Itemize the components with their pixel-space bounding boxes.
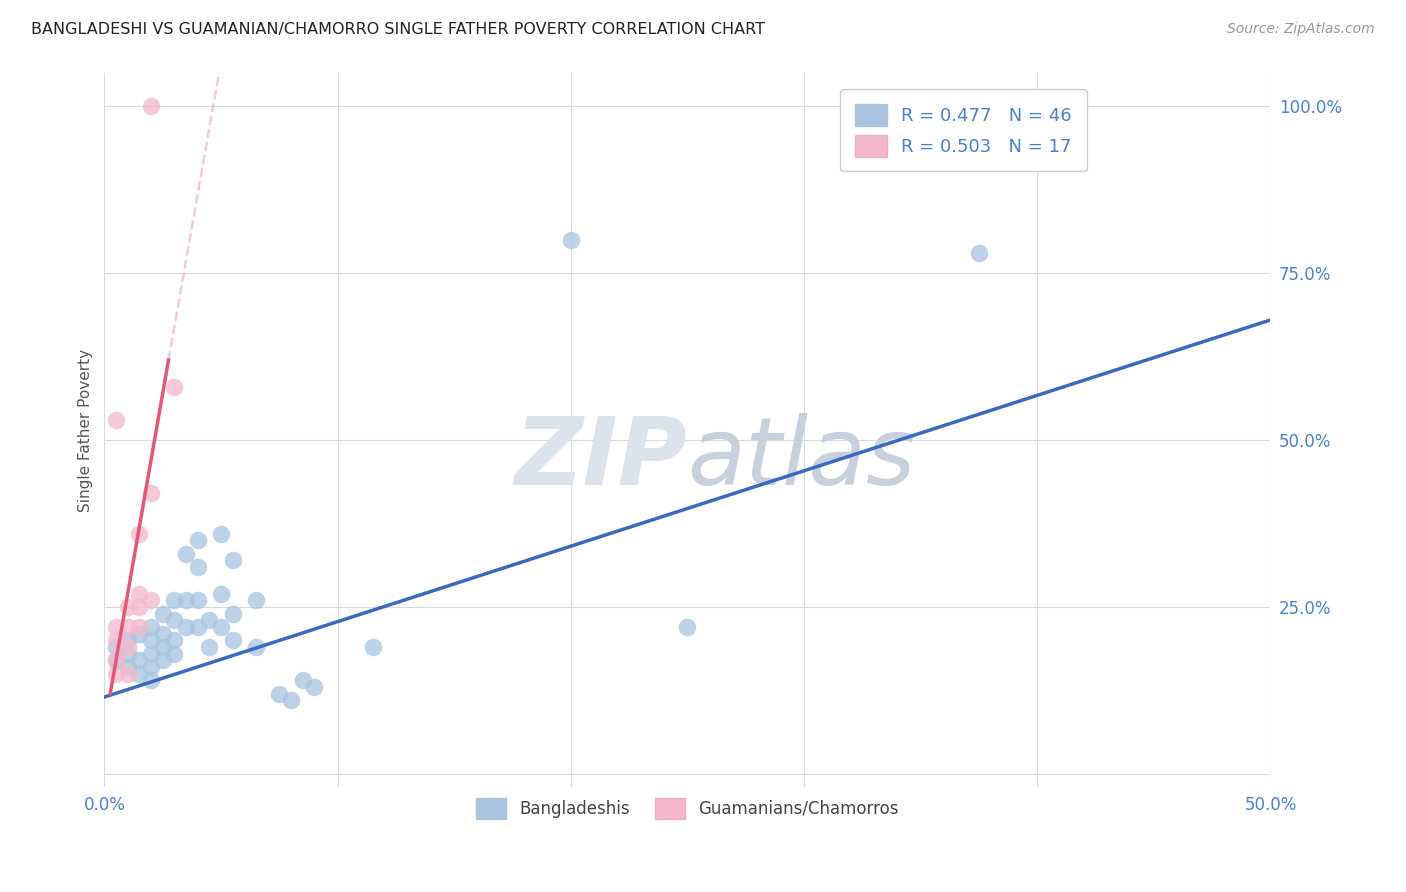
Point xyxy=(187,620,209,634)
Point xyxy=(139,660,162,674)
Point xyxy=(174,547,197,561)
Point xyxy=(245,640,267,654)
Text: ZIP: ZIP xyxy=(515,413,688,505)
Point xyxy=(187,533,209,548)
Point xyxy=(163,593,186,607)
Point xyxy=(117,599,139,614)
Point xyxy=(139,633,162,648)
Y-axis label: Single Father Poverty: Single Father Poverty xyxy=(79,349,93,512)
Point xyxy=(198,613,221,627)
Point xyxy=(128,526,150,541)
Point xyxy=(117,640,139,654)
Text: BANGLADESHI VS GUAMANIAN/CHAMORRO SINGLE FATHER POVERTY CORRELATION CHART: BANGLADESHI VS GUAMANIAN/CHAMORRO SINGLE… xyxy=(31,22,765,37)
Point xyxy=(152,640,174,654)
Point xyxy=(105,666,128,681)
Point xyxy=(128,599,150,614)
Point xyxy=(676,620,699,634)
Point xyxy=(174,620,197,634)
Point xyxy=(105,653,128,667)
Point xyxy=(304,680,326,694)
Point xyxy=(163,633,186,648)
Point xyxy=(117,660,139,674)
Point xyxy=(269,687,291,701)
Point xyxy=(139,620,162,634)
Point xyxy=(105,413,128,427)
Point xyxy=(128,626,150,640)
Point xyxy=(221,553,243,567)
Point xyxy=(152,653,174,667)
Point xyxy=(221,607,243,621)
Point xyxy=(139,647,162,661)
Legend: Bangladeshis, Guamanians/Chamorros: Bangladeshis, Guamanians/Chamorros xyxy=(470,791,905,825)
Point xyxy=(139,99,162,113)
Point xyxy=(560,233,582,247)
Point xyxy=(139,486,162,500)
Point xyxy=(163,647,186,661)
Point xyxy=(152,626,174,640)
Point xyxy=(128,586,150,600)
Point xyxy=(117,633,139,648)
Point xyxy=(105,653,128,667)
Point xyxy=(128,620,150,634)
Point xyxy=(187,560,209,574)
Point xyxy=(280,693,302,707)
Point xyxy=(174,593,197,607)
Point xyxy=(139,673,162,688)
Point xyxy=(209,620,232,634)
Point xyxy=(187,593,209,607)
Point xyxy=(291,673,314,688)
Point xyxy=(105,640,128,654)
Point xyxy=(128,653,150,667)
Point xyxy=(209,586,232,600)
Point xyxy=(128,666,150,681)
Point xyxy=(105,633,128,648)
Point xyxy=(209,526,232,541)
Point xyxy=(245,593,267,607)
Point xyxy=(117,620,139,634)
Text: Source: ZipAtlas.com: Source: ZipAtlas.com xyxy=(1227,22,1375,37)
Point xyxy=(117,666,139,681)
Point xyxy=(198,640,221,654)
Text: atlas: atlas xyxy=(688,413,915,504)
Point xyxy=(152,607,174,621)
Point xyxy=(221,633,243,648)
Point xyxy=(361,640,384,654)
Point xyxy=(105,620,128,634)
Point xyxy=(139,593,162,607)
Point xyxy=(163,613,186,627)
Point xyxy=(967,246,990,260)
Point xyxy=(117,647,139,661)
Point xyxy=(163,380,186,394)
